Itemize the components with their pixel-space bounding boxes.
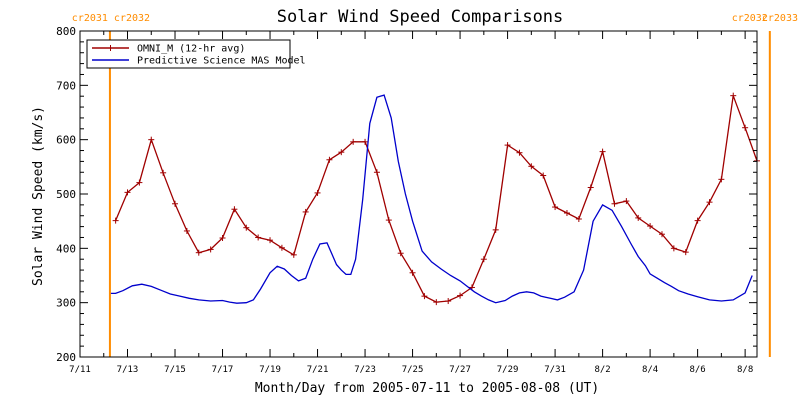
y-tick-label: 200 [56, 351, 76, 364]
data-point-marker [552, 204, 559, 211]
x-axis-title: Month/Day from 2005-07-11 to 2005-08-08 … [255, 381, 599, 396]
x-tick-label: 7/11 [69, 365, 91, 375]
data-point-marker [587, 184, 594, 191]
legend-box [86, 39, 291, 69]
data-point-marker [302, 208, 309, 215]
data-point-marker [112, 217, 119, 224]
x-tick-label: 7/29 [497, 365, 519, 375]
carrington-marker-left-label: cr2032 [732, 13, 768, 24]
data-point-marker [670, 245, 677, 252]
data-point-marker [694, 217, 701, 224]
plot-area-frame [79, 30, 758, 358]
x-tick-label: 7/17 [212, 365, 234, 375]
data-point-marker [373, 169, 380, 176]
data-point-marker [267, 237, 274, 244]
data-point-marker [160, 169, 167, 176]
y-tick-label: 600 [56, 134, 76, 147]
data-point-marker [172, 200, 179, 207]
data-point-marker [326, 156, 333, 163]
data-point-marker [362, 138, 369, 145]
x-tick-label: 7/27 [449, 365, 471, 375]
data-point-marker [148, 136, 155, 143]
data-point-marker [350, 138, 357, 145]
data-point-marker [278, 244, 285, 251]
y-tick-label: 700 [56, 79, 76, 92]
x-tick-label: 7/23 [354, 365, 376, 375]
series-layer [110, 92, 760, 306]
x-tick-label: 8/4 [642, 365, 658, 375]
data-point-marker [635, 214, 642, 221]
data-point-marker [563, 210, 570, 217]
data-point-marker [445, 298, 452, 305]
data-point-marker [314, 189, 321, 196]
data-point-marker [742, 124, 749, 131]
series-line-2 [110, 94, 753, 304]
legend: OMNI_M (12-hr avg)Predictive Science MAS… [86, 39, 306, 69]
data-point-marker [504, 142, 511, 149]
data-point-marker [433, 299, 440, 306]
x-tick-label: 7/31 [544, 365, 566, 375]
data-point-marker [397, 250, 404, 257]
data-point-marker [409, 269, 416, 276]
x-tick-label: 7/25 [402, 365, 424, 375]
x-tick-label: 7/13 [117, 365, 139, 375]
carrington-marker-right-label: cr2033 [762, 13, 798, 24]
data-point-marker [219, 235, 226, 242]
data-point-marker [682, 249, 689, 256]
x-tick-label: 7/21 [307, 365, 329, 375]
data-point-marker [457, 292, 464, 299]
data-point-marker [658, 231, 665, 238]
data-point-marker [136, 179, 143, 186]
data-point-marker [730, 92, 737, 99]
x-tick-label: 7/15 [164, 365, 186, 375]
y-axis-title: Solar Wind Speed (km/s) [31, 106, 46, 286]
axis-layer: 200 300 400 500 600 700 800 7/11 7/13 7/15 7/17 7/1… [56, 25, 757, 375]
carrington-marker-left-label: cr2031 [72, 13, 108, 24]
data-point-marker [124, 189, 131, 196]
data-point-marker [290, 251, 297, 258]
chart-title: Solar Wind Speed Comparisons [277, 7, 564, 27]
data-point-marker [385, 217, 392, 224]
x-tick-label: 8/2 [594, 365, 610, 375]
data-point-marker [183, 227, 190, 234]
data-point-marker [706, 199, 713, 206]
legend-label: OMNI_M (12-hr avg) [137, 44, 245, 55]
data-point-marker [421, 293, 428, 300]
data-point-marker [243, 224, 250, 231]
y-tick-label: 400 [56, 242, 76, 255]
legend-label: Predictive Science MAS Model [137, 56, 306, 67]
series-line-1 [115, 95, 758, 303]
data-point-marker [575, 215, 582, 222]
data-point-marker [540, 172, 547, 179]
y-tick-label: 500 [56, 188, 76, 201]
data-point-marker [338, 149, 345, 156]
data-point-marker [599, 148, 606, 155]
carrington-marker-right-label: cr2032 [114, 13, 150, 24]
data-point-marker [611, 200, 618, 207]
data-point-marker [528, 163, 535, 170]
data-point-marker [480, 256, 487, 263]
data-point-marker [623, 198, 630, 205]
y-tick-label: 800 [56, 25, 76, 38]
data-point-marker [255, 234, 262, 241]
data-point-marker [647, 223, 654, 230]
data-point-marker [207, 246, 214, 253]
data-point-marker [492, 226, 499, 233]
data-point-marker [195, 249, 202, 256]
y-tick-label: 300 [56, 297, 76, 310]
x-tick-label: 7/19 [259, 365, 281, 375]
x-tick-label: 8/6 [689, 365, 705, 375]
data-point-marker [516, 149, 523, 156]
data-point-marker [231, 206, 238, 213]
data-point-marker [718, 176, 725, 183]
x-tick-label: 8/8 [737, 365, 753, 375]
